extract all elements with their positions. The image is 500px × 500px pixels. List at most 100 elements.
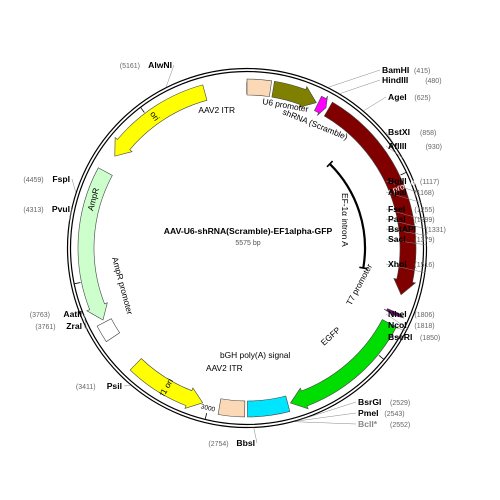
enzyme-fsei-position: (1255) — [414, 207, 434, 214]
feature-aav2-itr-left-arc — [246, 78, 273, 97]
enzyme-ncoi-leader — [385, 324, 407, 332]
enzyme-alwni-leader — [165, 64, 175, 88]
enzyme-bsrgi-position: (2529) — [390, 400, 410, 407]
enzyme-agei-name[interactable]: AgeI — [388, 92, 407, 102]
feature-egfp-label: EGFP — [319, 325, 343, 348]
enzyme-afliii-name[interactable]: AflIII — [388, 141, 407, 151]
enzyme-saci-position: (1379) — [414, 237, 434, 244]
enzyme-bamhi-name[interactable]: BamHI — [382, 65, 409, 75]
feature-ori-arc — [114, 84, 208, 157]
enzyme-bamhi-leader — [328, 69, 381, 88]
enzyme-hindiii-position: (480) — [425, 78, 441, 85]
enzyme-agei-position: (625) — [414, 95, 430, 102]
enzyme-bseri-name[interactable]: BseRI — [388, 332, 412, 342]
enzyme-fsei-name[interactable]: FseI — [388, 204, 405, 214]
scale-tick-mark — [140, 107, 145, 113]
enzyme-bcli-position: (2552) — [390, 422, 410, 429]
feature-arcs — [77, 78, 417, 418]
enzyme-pasi-name[interactable]: PasI — [388, 214, 406, 224]
enzyme-pasi-position: (1299) — [414, 217, 434, 224]
enzyme-ncoi-position: (1818) — [414, 323, 434, 330]
enzyme-ncoi-name[interactable]: NcoI — [388, 320, 407, 330]
enzyme-xhoi-leader — [385, 263, 426, 273]
enzyme-pvui-leader — [68, 208, 73, 222]
enzyme-bbsi-name[interactable]: BbsI — [236, 438, 255, 448]
enzyme-bstxi-leader — [385, 131, 396, 146]
enzyme-apai-position: (1168) — [414, 190, 434, 197]
plasmid-backbone — [66, 67, 428, 429]
feature-ef1a-intron-arc — [329, 163, 367, 269]
enzyme-bsrgi-leader — [298, 401, 357, 421]
feature-u6-promoter-arc — [271, 80, 317, 108]
plasmid-length: 5575 bp — [235, 240, 260, 247]
feature-bgh-polya-label: bGH poly(A) signal — [220, 350, 290, 360]
enzyme-xhoi-name[interactable]: XhoI — [388, 259, 407, 269]
enzyme-fsei-leader — [385, 208, 425, 221]
backbone-outer-ring — [66, 67, 428, 429]
enzyme-aatii-name[interactable]: AatII — [63, 309, 82, 319]
feature-ampr-promoter-label: AmpR promoter — [110, 256, 135, 316]
feature-ef1a-intron-cap — [326, 160, 334, 168]
enzyme-pvui-position: (4313) — [23, 207, 43, 214]
plasmid-title: AAV-U6-shRNA(Scramble)-EF1alpha-GFP — [164, 226, 333, 236]
enzyme-bstapi-leader — [385, 228, 427, 236]
feature-egfp-arc — [289, 319, 397, 410]
enzyme-pasi-leader — [385, 218, 427, 230]
backbone-inner-ring — [69, 70, 425, 426]
enzyme-agei-leader — [363, 96, 387, 112]
enzyme-bstxi-position: (858) — [420, 130, 436, 137]
plasmid-center-label: AAV-U6-shRNA(Scramble)-EF1alpha-GFP 5575… — [164, 226, 333, 247]
enzyme-bcli-name[interactable]: BclI* — [358, 419, 378, 429]
scale-tick-mark — [400, 172, 407, 176]
enzyme-bbsi-position: (2754) — [208, 441, 228, 448]
scale-tick-mark — [204, 413, 208, 420]
enzyme-nhei-name[interactable]: NheI — [388, 309, 407, 319]
feature-shrna-scramble-arc — [314, 95, 328, 116]
scale-tick-label: 3000 — [200, 403, 216, 413]
enzyme-saci-leader — [385, 238, 428, 246]
enzyme-aatii-leader — [83, 313, 87, 330]
enzyme-hindiii-name[interactable]: HindIII — [382, 75, 408, 85]
restriction-sites: BamHI (415) HindIII (480) AgeI (625) BstXI (858… — [23, 60, 445, 448]
enzyme-hindiii-leader — [339, 79, 381, 94]
feature-ef1a-intron-cap — [359, 266, 368, 270]
enzyme-nhei-position: (1806) — [414, 312, 434, 319]
feature-ampr-promoter-arc — [96, 318, 121, 343]
enzyme-bseri-position: (1850) — [420, 335, 440, 342]
feature-ef1a-promoter-arc — [323, 101, 417, 296]
enzyme-pmei-name[interactable]: PmeI — [358, 408, 379, 418]
enzyme-nhei-leader — [385, 313, 409, 329]
enzyme-fspi-name[interactable]: FspI — [52, 174, 70, 184]
feature-ef1a-intron-label: EF-1α intron A — [340, 193, 350, 247]
enzyme-psii-name[interactable]: PsiI — [107, 381, 122, 391]
enzyme-bstxi-name[interactable]: BstXI — [388, 127, 410, 137]
enzyme-bglii-position: (1117) — [420, 179, 439, 186]
enzyme-saci-name[interactable]: SacI — [388, 234, 406, 244]
enzyme-aatii-position: (3763) — [30, 312, 50, 319]
enzyme-alwni-position: (5161) — [120, 63, 140, 70]
enzyme-bcli-leader — [294, 421, 357, 425]
enzyme-pmei-position: (2543) — [384, 411, 404, 418]
feature-bgh-polya-arc — [247, 395, 291, 418]
enzyme-alwni-name[interactable]: AlwNI — [148, 60, 172, 70]
feature-aav2-itr-left-label: AAV2 ITR — [198, 105, 235, 115]
feature-ampr-arc — [77, 167, 113, 321]
enzyme-fspi-leader — [71, 178, 76, 193]
enzyme-psii-position: (3411) — [76, 384, 96, 391]
scale-tick-mark — [378, 355, 384, 360]
scale-tick-mark — [74, 282, 81, 285]
enzyme-bstapi-name[interactable]: BstAPI — [388, 224, 416, 234]
enzyme-pmei-leader — [295, 412, 357, 422]
enzyme-bsrgi-name[interactable]: BsrGI — [358, 397, 381, 407]
enzyme-psii-leader — [123, 385, 131, 387]
feature-t7-promoter-label: T7 promoter — [344, 262, 374, 307]
feature-aav2-itr-right-arc — [217, 398, 246, 418]
enzyme-afliii-position: (930) — [426, 144, 442, 151]
enzyme-pvui-name[interactable]: PvuI — [52, 204, 70, 214]
enzyme-bglii-name[interactable]: BglII — [388, 176, 407, 186]
enzyme-apai-name[interactable]: ApaI — [388, 187, 407, 197]
enzyme-zrai-name[interactable]: ZraI — [66, 321, 82, 331]
enzyme-xhoi-position: (1516) — [414, 262, 434, 269]
enzyme-afliii-leader — [385, 145, 404, 159]
